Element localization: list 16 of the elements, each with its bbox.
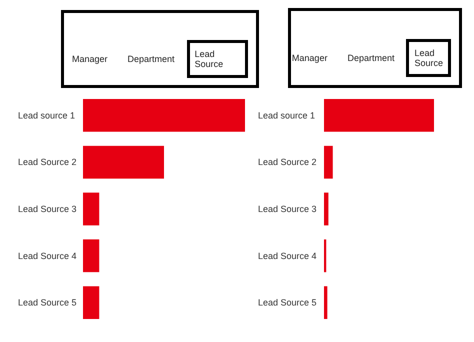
y-tick-label: Lead Source 2	[18, 157, 77, 168]
y-tick-label: Lead source 1	[258, 110, 316, 120]
tab-frame: Manager Department Lead Source	[61, 10, 259, 88]
bar	[324, 146, 333, 179]
y-tick-label: Lead source 1	[18, 110, 76, 120]
y-tick-label: Lead Source 3	[258, 204, 317, 214]
bar	[324, 99, 434, 132]
y-tick-label: Lead Source 5	[258, 298, 317, 308]
bar	[324, 286, 328, 319]
y-tick-label: Lead Source 2	[258, 157, 317, 168]
y-tick-label: Lead Source 4	[18, 250, 77, 261]
y-tick-label: Lead Source 5	[18, 298, 77, 308]
bar	[324, 192, 328, 226]
tab-frame: Manager Department Lead Source	[288, 8, 462, 88]
y-tick-label: Lead Source 4	[258, 250, 317, 261]
y-tick-label: Lead Source 3	[18, 204, 77, 214]
